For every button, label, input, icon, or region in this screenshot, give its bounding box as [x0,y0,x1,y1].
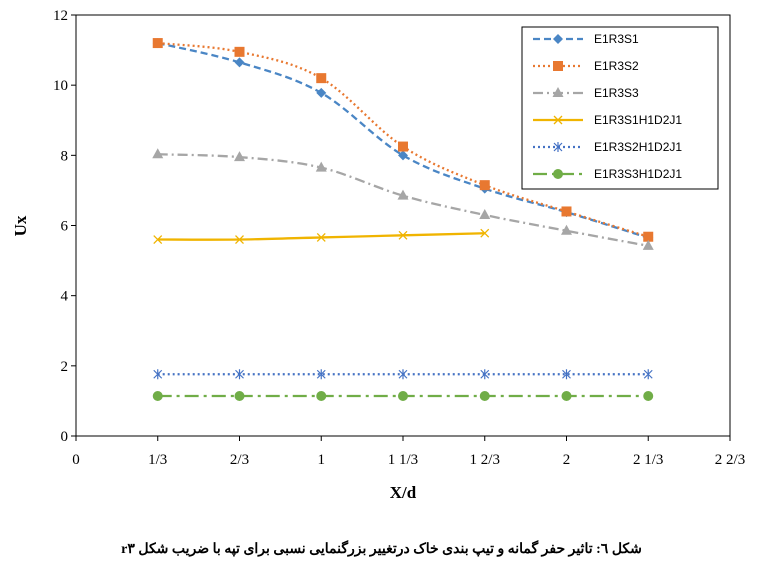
data-point [480,228,490,238]
data-point [479,180,490,191]
legend-entry: E1R3S1 [533,32,639,46]
series-E1R3S2 [152,38,654,242]
y-tick-label: 4 [61,289,69,305]
data-point [152,38,163,49]
data-point [397,150,408,161]
data-point [561,206,572,217]
figure-caption: شکل ٦: تاثیر حفر گمانه و تیپ بندی خاک در… [121,542,642,557]
legend-label: E1R3S1H1D2J1 [594,113,682,127]
legend-label: E1R3S2H1D2J1 [594,140,682,154]
data-point [562,369,571,380]
data-point [397,391,408,402]
legend-marker [553,34,563,44]
data-point [479,208,491,219]
axis-ticks: 0 2 4 6 8 10 12 0 1/3 2/3 1 1 1/3 1 2/3 2 2 1/3 2 2/3 [53,8,745,468]
legend-label: E1R3S1 [594,32,639,46]
legend-label: E1R3S3 [594,86,639,100]
legend-entry: E1R3S3H1D2J1 [533,167,682,181]
y-tick-label: 6 [61,219,69,235]
legend-entry: E1R3S1H1D2J1 [533,113,682,127]
line-chart: 0 2 4 6 8 10 12 0 1/3 2/3 1 1 1/3 1 2/3 2 2 1/3 2 2/3 U… [11,8,745,502]
x-tick-label: 1 1/3 [388,452,418,468]
y-tick-label: 0 [61,429,69,445]
x-tick-label: 1/3 [148,452,167,468]
x-tick-label: 1 2/3 [470,452,500,468]
x-axis-title: X/d [390,483,417,502]
y-tick-label: 2 [61,359,69,375]
data-point [234,151,246,162]
legend-label: E1R3S2 [594,59,639,73]
y-tick-label: 10 [53,78,68,94]
data-point [152,391,163,402]
legend-box [521,26,719,190]
data-point [234,57,245,68]
y-tick-label: 12 [53,8,68,24]
data-point [316,87,327,98]
y-tick-label: 8 [61,148,69,164]
data-point [316,369,326,380]
legend-marker [553,142,563,152]
data-point [234,391,245,402]
series-E1R3S3H1D2J1 [152,391,654,402]
series-E1R3S2H1D2J1 [153,369,653,380]
data-point [479,391,490,402]
data-point [235,235,244,244]
data-point [480,369,490,380]
data-point [153,235,163,244]
legend-marker [553,61,563,71]
x-tick-label: 2 2/3 [715,452,745,468]
legend-marker [553,115,563,125]
data-point [643,231,654,242]
x-tick-label: 0 [72,452,80,468]
data-point [234,46,245,57]
legend: E1R3S1 E1R3S2 E1R3S3 E1R3S1H1D2J1 E1R3S2H1D2… [521,26,719,190]
data-point [561,391,572,402]
data-point [152,148,164,159]
legend-entry: E1R3S3 [533,86,639,100]
series-E1R3S3 [152,148,654,250]
legend-marker [553,169,563,179]
legend-marker [552,87,564,97]
data-point [642,239,654,250]
data-point [643,369,653,380]
data-point [316,73,327,84]
series-E1R3S1H1D2J1 [153,228,490,244]
data-point [153,369,163,380]
legend-label: E1R3S3H1D2J1 [594,167,682,181]
x-tick-label: 2/3 [230,452,249,468]
y-axis-title: Ux [11,215,30,236]
data-point [397,189,409,200]
x-tick-label: 2 [563,452,571,468]
data-point [643,391,654,402]
data-point [397,141,408,152]
legend-entry: E1R3S2 [533,59,639,73]
data-point [315,161,327,172]
data-point [316,232,326,242]
series-layer [152,38,654,402]
data-point [560,224,572,235]
x-tick-label: 2 1/3 [633,452,663,468]
data-point [398,230,408,240]
data-point [316,391,327,402]
data-point [398,369,408,380]
legend-entry: E1R3S2H1D2J1 [533,140,682,154]
x-tick-label: 1 [317,452,325,468]
data-point [235,369,244,380]
